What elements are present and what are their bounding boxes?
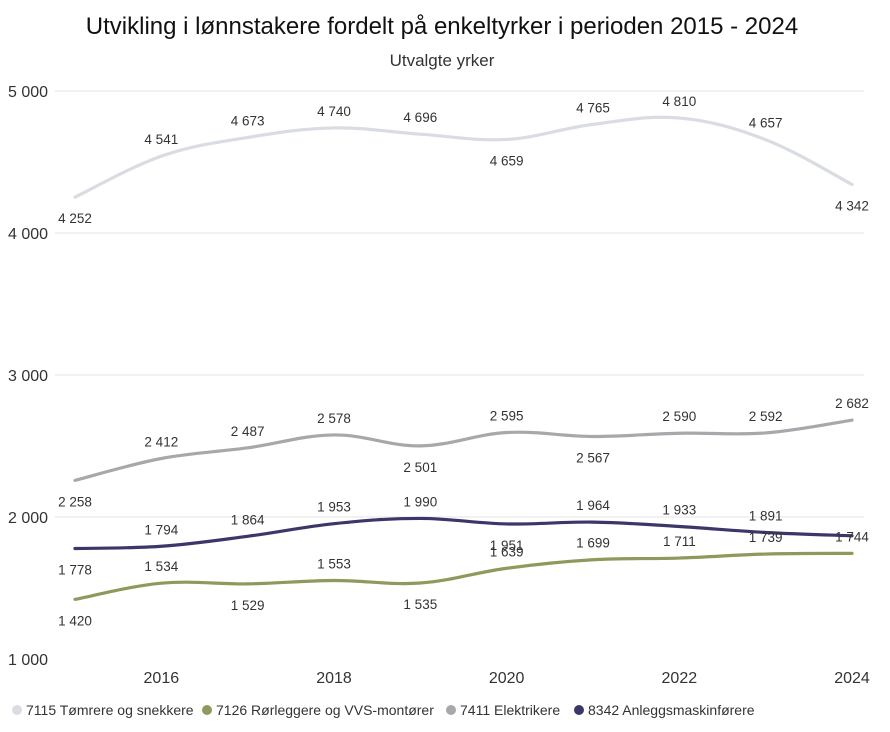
data-label: 2 501 <box>403 460 437 475</box>
data-label: 4 657 <box>749 116 783 131</box>
series-line-7115-t-mrere-og-snekkere <box>73 115 854 199</box>
y-tick-label: 1 000 <box>8 652 48 669</box>
x-tick-label: 2018 <box>316 670 352 687</box>
gridlines <box>55 90 864 518</box>
data-label: 2 258 <box>58 494 92 509</box>
data-label: 1 529 <box>231 598 265 613</box>
legend-label: 7126 Rørleggere og VVS-montører <box>216 702 434 718</box>
x-tick-label: 2022 <box>662 670 698 687</box>
data-label: 1 744 <box>835 529 869 544</box>
data-label: 1 964 <box>576 498 610 513</box>
legend-marker <box>12 705 22 715</box>
data-label: 1 891 <box>749 508 783 523</box>
y-axis: 1 000 2 000 3 000 4 000 5 000 <box>8 84 48 669</box>
data-label: 1 553 <box>317 556 351 571</box>
y-tick-label: 3 000 <box>8 368 48 385</box>
x-tick-label: 2020 <box>489 670 525 687</box>
series-line-7126-r-rleggere-og-vvs-mont-rer <box>73 551 854 601</box>
data-label: 2 590 <box>662 409 696 424</box>
data-label: 1 535 <box>403 597 437 612</box>
data-label: 1 951 <box>490 538 524 553</box>
data-label: 1 711 <box>663 534 696 549</box>
y-tick-label: 5 000 <box>8 84 48 101</box>
data-label: 2 592 <box>749 409 783 424</box>
data-label: 2 578 <box>317 411 351 426</box>
data-label: 1 778 <box>58 563 92 578</box>
data-label: 4 810 <box>662 94 696 109</box>
series-lines <box>73 115 854 601</box>
data-label: 1 864 <box>231 512 265 527</box>
data-label: 2 567 <box>576 450 610 465</box>
data-label: 4 252 <box>58 211 92 226</box>
legend-label: 7115 Tømrere og snekkere <box>26 702 194 718</box>
data-label: 1 953 <box>317 500 351 515</box>
data-label: 1 639 <box>490 544 524 559</box>
data-label: 1 699 <box>576 536 610 551</box>
x-axis: 2016 2018 2020 2022 2024 <box>144 670 870 687</box>
x-tick-label: 2024 <box>834 670 870 687</box>
legend-marker <box>574 705 584 715</box>
data-label: 4 342 <box>835 198 869 213</box>
legend-label: 8342 Anleggsmaskinførere <box>588 702 755 718</box>
series-line-8342-anleggsmaskinf-rere <box>73 516 854 551</box>
chart-title: Utvikling i lønnstakere fordelt på enkel… <box>86 13 798 40</box>
data-label: 4 541 <box>144 132 178 147</box>
data-label: 1 534 <box>144 559 178 574</box>
data-label: 2 595 <box>490 409 524 424</box>
data-label: 4 659 <box>490 153 524 168</box>
data-label: 1 990 <box>403 494 437 509</box>
legend: 7115 Tømrere og snekkere 7126 Rørleggere … <box>12 702 755 718</box>
data-label: 4 673 <box>231 113 265 128</box>
data-label: 2 682 <box>835 396 869 411</box>
data-label: 2 412 <box>144 434 178 449</box>
legend-label: 7411 Elektrikere <box>460 702 560 718</box>
data-label: 2 487 <box>231 424 265 439</box>
data-label: 1 420 <box>58 613 92 628</box>
data-label: 1 933 <box>662 503 696 518</box>
y-tick-label: 4 000 <box>8 226 48 243</box>
legend-marker <box>446 705 456 715</box>
series-line-7411-elektrikere <box>73 418 854 482</box>
x-tick-label: 2016 <box>144 670 180 687</box>
legend-marker <box>202 705 212 715</box>
data-label: 4 740 <box>317 104 351 119</box>
data-label: 1 739 <box>749 530 783 545</box>
data-labels: 4 252 4 541 4 673 4 740 4 696 4 659 4 765 4 810… <box>58 94 869 628</box>
data-label: 4 765 <box>576 100 610 115</box>
data-label: 1 794 <box>144 522 178 537</box>
y-tick-label: 2 000 <box>8 510 48 527</box>
chart-subtitle: Utvalgte yrker <box>390 51 495 70</box>
data-label: 4 696 <box>403 110 437 125</box>
